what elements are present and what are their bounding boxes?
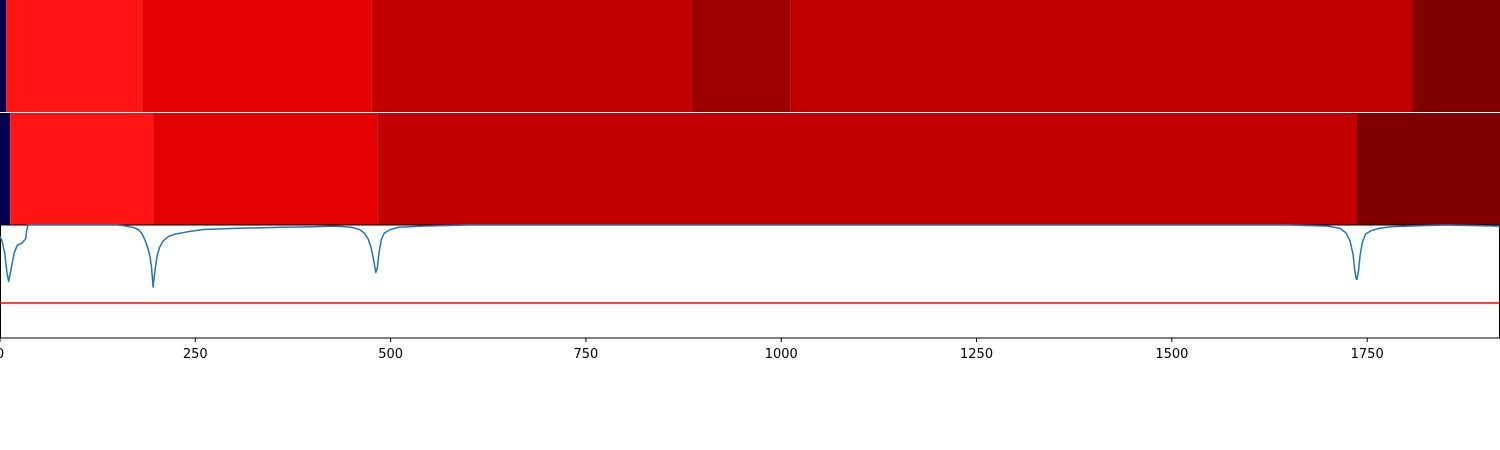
line-plot-axes (0, 224, 1500, 339)
heatmap-top (0, 0, 1500, 112)
x-tick-label-7: 1750 (1351, 347, 1384, 362)
series-line-group (0, 224, 1500, 288)
x-tick-label-5: 1250 (960, 347, 993, 362)
heatmap-top-segment-2 (142, 0, 372, 112)
heatmap-top-segment-5 (790, 0, 1413, 112)
series-line-0 (0, 224, 1500, 288)
heatmap-top-segment-1 (6, 0, 143, 112)
heatmap-top-segment-6 (1412, 0, 1500, 112)
heatmap-middle-segment-1 (10, 113, 154, 225)
heatmap-middle-segment-2 (153, 113, 378, 225)
heatmap-middle-segment-3 (377, 113, 1358, 225)
x-tick-label-2: 500 (378, 347, 403, 362)
x-tick-label-3: 750 (574, 347, 599, 362)
heatmap-middle (0, 113, 1500, 225)
heatmap-top-segment-0 (0, 0, 7, 112)
heatmap-top-segment-3 (371, 0, 692, 112)
heatmap-middle-segment-4 (1357, 113, 1500, 225)
x-tick-label-4: 1000 (765, 347, 798, 362)
x-axis-ticks: 0 250 500 750 1000 1250 1500 1750 (0, 338, 1384, 362)
x-tick-label-6: 1500 (1155, 347, 1188, 362)
x-tick-label-0: 0 (0, 347, 4, 362)
heatmap-top-segment-4 (691, 0, 791, 112)
line-plot-panel: 0 250 500 750 1000 1250 1500 1750 (0, 224, 1500, 362)
heatmap-middle-segment-0 (0, 113, 11, 225)
x-tick-label-1: 250 (183, 347, 208, 362)
